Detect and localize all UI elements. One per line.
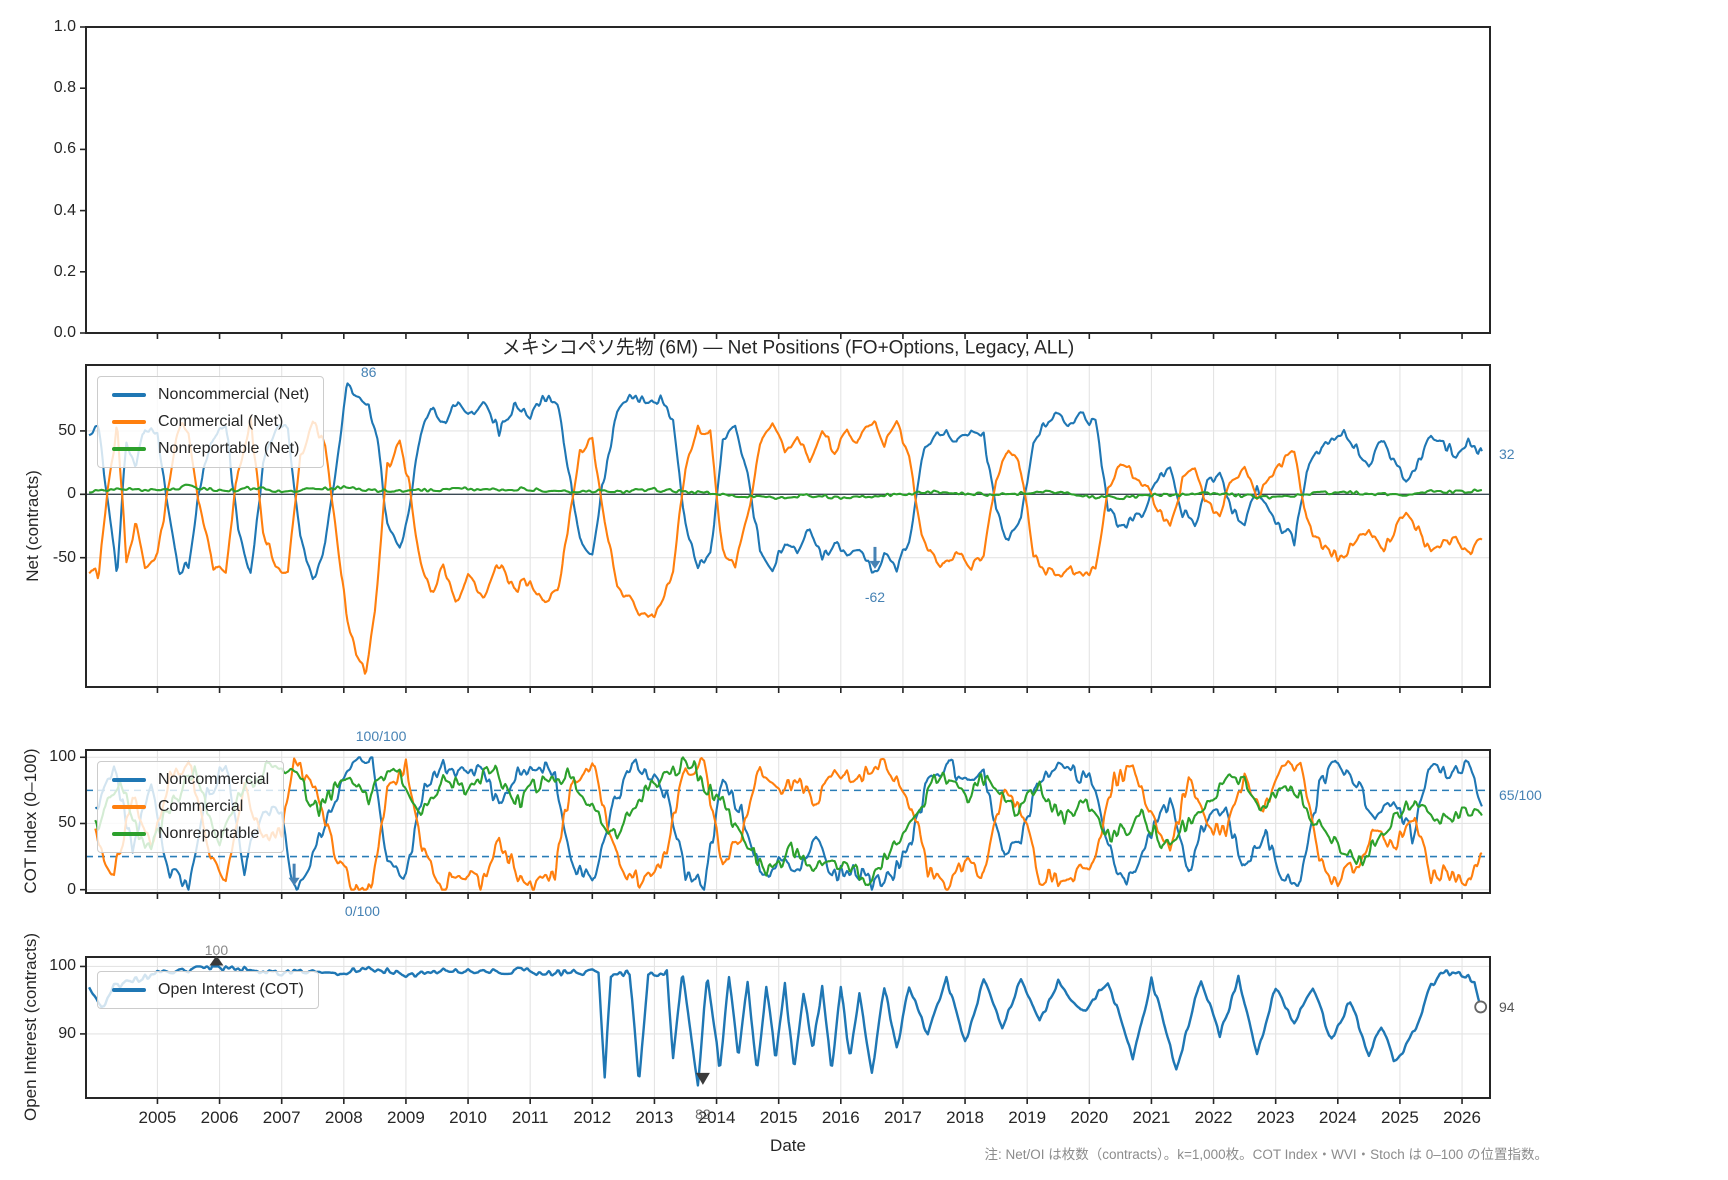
legend-label: Commercial (Net) <box>158 413 284 430</box>
legend-label: Noncommercial (Net) <box>158 386 310 403</box>
y-tick-label: 50 <box>58 421 76 439</box>
annotation-0-100: 0/100 <box>344 902 380 919</box>
y-tick-label: 100 <box>49 748 76 766</box>
x-tick-label: 2007 <box>262 1108 301 1127</box>
annotation-82: 82 <box>695 1105 711 1122</box>
legend-line-swatch <box>112 988 146 992</box>
series-line-open-interest-cot- <box>88 965 1483 1087</box>
legend-label: Nonreportable <box>158 825 260 842</box>
legend-item: Open Interest (COT) <box>112 981 304 999</box>
series-line-noncommercial <box>95 756 1483 891</box>
annotation-100-100: 100/100 <box>355 728 407 745</box>
x-tick-label: 2018 <box>946 1108 984 1127</box>
legend-line-swatch <box>112 420 146 424</box>
legend-line-swatch <box>112 393 146 397</box>
open-interest-y-axis-label: Open Interest (contracts) <box>21 932 40 1122</box>
panel-spines <box>85 26 1491 334</box>
legend-cot: Noncommercial Commercial Nonreportable <box>97 761 285 853</box>
x-tick-label: 2025 <box>1380 1108 1419 1127</box>
annotation-94: 94 <box>1499 998 1515 1015</box>
max-marker-triangle-up <box>209 955 224 966</box>
annotation-32: 32 <box>1499 445 1515 462</box>
x-tick-label: 2010 <box>449 1108 487 1127</box>
x-axis-label: Date <box>770 1136 806 1155</box>
x-tick-label: 2023 <box>1256 1108 1295 1127</box>
footnote: 注: Net/OI は枚数（contracts）。k=1,000枚。COT In… <box>984 1147 1548 1162</box>
net-y-axis-label: Net (contracts) <box>23 470 42 582</box>
y-tick-label: 50 <box>58 814 76 832</box>
annotation-86: 86 <box>360 364 377 381</box>
legend-label: Noncommercial <box>158 771 270 788</box>
panel-spines <box>85 956 1491 1099</box>
y-tick-label: 0.2 <box>53 262 76 280</box>
x-tick-label: 2012 <box>573 1108 612 1127</box>
last-value-marker-circle <box>1474 1000 1488 1014</box>
legend-line-swatch <box>112 778 146 782</box>
legend-label: Open Interest (COT) <box>158 981 304 998</box>
panel-cot <box>80 749 1491 899</box>
y-tick-label: 0 <box>67 880 76 898</box>
y-tick-label: 0.8 <box>53 79 76 97</box>
annotation-arrow-down <box>869 546 881 569</box>
legend-net: Noncommercial (Net) Commercial (Net) Nonre… <box>97 376 325 468</box>
annotation-arrow-down <box>288 863 300 886</box>
legend-line-swatch <box>112 805 146 809</box>
annotation--62: -62 <box>864 588 886 605</box>
legend-line-swatch <box>112 447 146 451</box>
x-tick-label: 2008 <box>324 1108 363 1127</box>
x-tick-label: 2026 <box>1443 1108 1481 1127</box>
x-tick-label: 2009 <box>387 1108 425 1127</box>
legend-item: Commercial (Net) <box>112 413 309 431</box>
x-tick-label: 2021 <box>1132 1108 1171 1127</box>
series-line-nonreportable <box>94 756 1483 887</box>
x-tick-label: 2015 <box>759 1108 798 1127</box>
chart-title: メキシコペソ先物 (6M) — Net Positions (FO+Option… <box>501 337 1075 359</box>
legend-item: Nonreportable <box>112 825 269 843</box>
panel-spines <box>85 364 1491 688</box>
x-tick-label: 2005 <box>138 1108 177 1127</box>
x-tick-label: 2022 <box>1194 1108 1233 1127</box>
series-line-noncommercial-net- <box>88 382 1483 581</box>
y-tick-label: 90 <box>58 1024 76 1042</box>
x-tick-label: 2019 <box>1008 1108 1047 1127</box>
x-tick-label: 2024 <box>1318 1108 1357 1127</box>
legend-item: Commercial <box>112 798 269 816</box>
legend-oi: Open Interest (COT) <box>97 971 319 1009</box>
annotation-65-100: 65/100 <box>1499 786 1542 803</box>
y-tick-label: 0.6 <box>53 140 76 158</box>
panel-spines <box>85 749 1491 894</box>
y-tick-label: 100 <box>49 957 76 975</box>
y-tick-label: 0.0 <box>53 324 76 341</box>
x-tick-label: 2020 <box>1070 1108 1109 1127</box>
x-tick-label: 2014 <box>697 1108 736 1127</box>
annotation-100: 100 <box>204 942 229 959</box>
x-tick-label: 2006 <box>200 1108 239 1127</box>
legend-item: Noncommercial <box>112 771 269 789</box>
legend-item: Noncommercial (Net) <box>112 386 309 404</box>
panel-empty <box>80 26 1491 339</box>
x-tick-label: 2011 <box>511 1108 549 1127</box>
series-line-nonreportable-net- <box>89 483 1483 501</box>
legend-line-swatch <box>112 832 146 836</box>
x-tick-label: 2017 <box>884 1108 922 1127</box>
legend-label: Commercial <box>158 798 244 815</box>
y-tick-label: 1.0 <box>53 18 76 35</box>
y-tick-label: -50 <box>52 548 76 566</box>
y-tick-label: 0 <box>67 485 76 503</box>
y-tick-label: 0.4 <box>53 201 76 219</box>
legend-item: Nonreportable (Net) <box>112 440 309 458</box>
min-marker-triangle-down <box>695 1072 710 1085</box>
legend-label: Nonreportable (Net) <box>158 440 300 457</box>
cot-index-y-axis-label: COT Index (0–100) <box>21 748 40 894</box>
x-tick-label: 2016 <box>821 1108 860 1127</box>
x-tick-label: 2013 <box>635 1108 674 1127</box>
